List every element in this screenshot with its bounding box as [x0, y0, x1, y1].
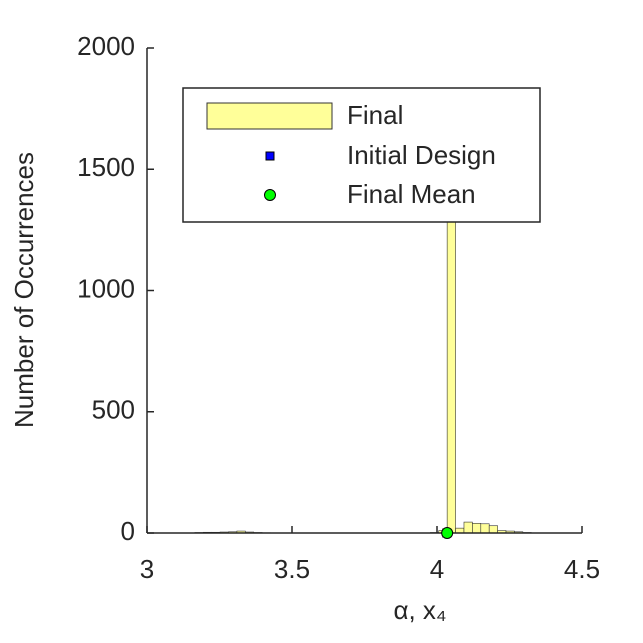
- x-tick-label: 4: [430, 554, 444, 584]
- final-mean-point: [441, 527, 454, 539]
- legend-marker: [264, 189, 276, 201]
- bar: [480, 523, 490, 534]
- y-tick-label: 1000: [77, 273, 135, 303]
- legend-marker: [265, 151, 275, 161]
- legend-label: Final Mean: [347, 179, 476, 209]
- y-tick-label: 2000: [77, 31, 135, 61]
- y-tick-label: 0: [121, 516, 135, 546]
- legend-label: Initial Design: [347, 140, 496, 170]
- y-axis-label: Number of Occurrences: [9, 152, 39, 428]
- bar: [472, 522, 482, 534]
- bar: [463, 521, 473, 534]
- bar: [488, 525, 498, 534]
- legend-swatch: [206, 102, 333, 130]
- x-tick-label: 3: [140, 554, 154, 584]
- x-tick-label: 4.5: [564, 554, 600, 584]
- x-axis-label: α, x₄: [393, 595, 446, 625]
- legend-label: Final: [347, 100, 403, 130]
- y-tick-label: 500: [92, 395, 135, 425]
- x-tick-label: 3.5: [274, 554, 310, 584]
- y-tick-label: 1500: [77, 152, 135, 182]
